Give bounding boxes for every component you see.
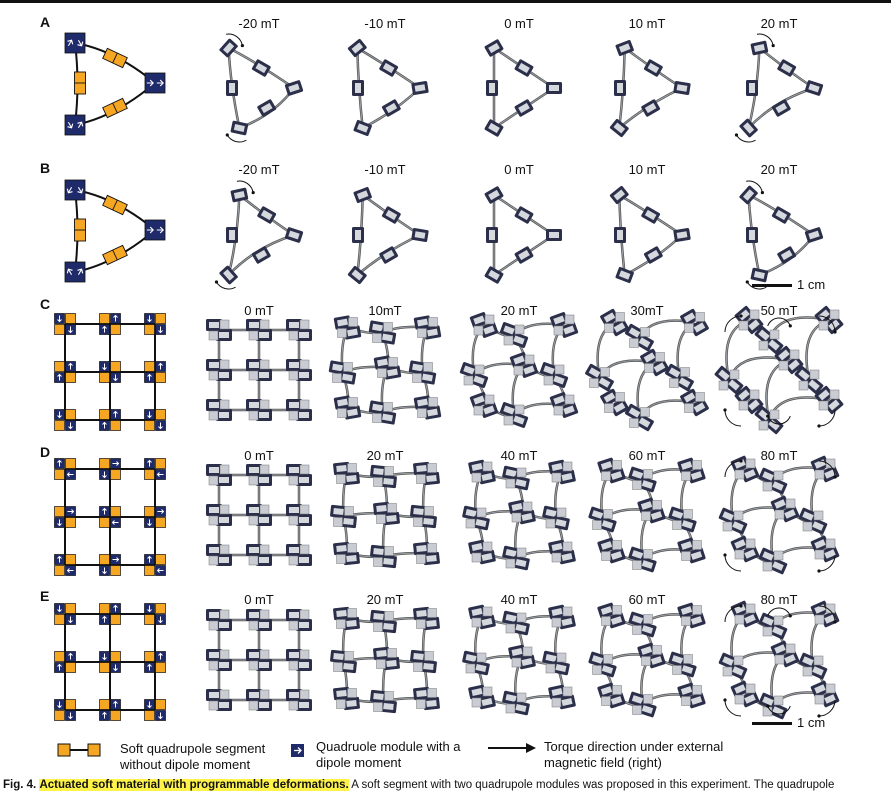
photo-triangle (484, 186, 562, 284)
photo-triangle (219, 33, 304, 143)
photo-grid (718, 455, 840, 575)
photo-grid (588, 457, 706, 573)
schematic-triangle-a (0, 0, 1, 1)
photo-triangle (484, 39, 562, 137)
panel-label-a: A (40, 14, 51, 30)
field-label: 0 mT (504, 16, 534, 31)
field-label: 80 mT (760, 448, 798, 463)
field-label: 0 mT (244, 592, 274, 607)
field-label: 10mT (368, 303, 402, 318)
photo-grid (714, 305, 844, 435)
photo-grid (462, 459, 576, 571)
photo-grid (459, 312, 579, 428)
panel-label-e: E (40, 588, 50, 604)
panel-label-c: C (40, 296, 51, 312)
photo-grid (330, 606, 440, 714)
legend-module-icon (291, 744, 304, 757)
field-label: 60 mT (628, 448, 666, 463)
scale-bar-e (752, 722, 792, 725)
photo-triangle (214, 180, 304, 290)
photo-grid (462, 604, 576, 716)
field-label: 20 mT (760, 16, 798, 31)
caption-text: A soft segment with two quadrupole modul… (348, 779, 835, 791)
photo-grid (718, 600, 840, 720)
scale-bar-b (752, 284, 792, 287)
photo-triangle (739, 180, 824, 290)
field-label: 20 mT (760, 162, 798, 177)
figure-number: Fig. 4. (3, 779, 37, 791)
field-label: 20 mT (500, 303, 538, 318)
schematic-triangle-a (64, 32, 166, 136)
photo-triangle (347, 38, 429, 137)
field-label: 40 mT (500, 448, 538, 463)
field-label: 0 mT (244, 448, 274, 463)
photo-triangle (609, 39, 691, 138)
photo-grid (206, 464, 312, 566)
top-rule (0, 0, 891, 3)
photo-grid (330, 461, 440, 569)
field-label: 10 mT (628, 162, 666, 177)
field-label: 50 mT (760, 303, 798, 318)
figure-caption: Fig. 4. Actuated soft material with prog… (3, 778, 888, 792)
field-label: 30mT (630, 303, 664, 318)
field-label: 0 mT (244, 303, 274, 318)
schematic-triangle-b (64, 179, 166, 283)
photo-grid (328, 315, 442, 425)
field-label: 80 mT (760, 592, 798, 607)
photo-grid (588, 602, 706, 718)
photo-triangle (734, 33, 824, 143)
field-label: 0 mT (504, 162, 534, 177)
legend-torque-text: Torque direction under external magnetic… (544, 739, 724, 770)
field-label: 10 mT (628, 16, 666, 31)
legend-module-text: Quadruole module with a dipole moment (316, 739, 461, 770)
photo-triangle (347, 186, 429, 285)
photo-grid (585, 308, 709, 432)
legend-torque-arrow-icon (488, 743, 536, 753)
photo-grid (206, 609, 312, 711)
panel-label-b: B (40, 160, 51, 176)
field-label: -20 mT (238, 162, 280, 177)
schematic-grid-d (54, 458, 166, 576)
field-label: 20 mT (366, 592, 404, 607)
field-label: 40 mT (500, 592, 538, 607)
field-label: -20 mT (238, 16, 280, 31)
photo-grid (206, 319, 312, 421)
photo-triangle (609, 185, 691, 284)
field-label: -10 mT (364, 16, 406, 31)
schematic-grid-e (54, 603, 166, 721)
field-label: -10 mT (364, 162, 406, 177)
field-label: 60 mT (628, 592, 666, 607)
field-label: 20 mT (366, 448, 404, 463)
scale-label-b: 1 cm (797, 277, 826, 292)
figure-title: Actuated soft material with programmable… (39, 779, 349, 791)
scale-label-e: 1 cm (797, 715, 826, 730)
schematic-grid-c (54, 313, 166, 431)
legend-segment-icon (57, 743, 101, 757)
panel-label-d: D (40, 444, 51, 460)
legend-segment-text: Soft quadrupole segment without dipole m… (120, 741, 266, 772)
